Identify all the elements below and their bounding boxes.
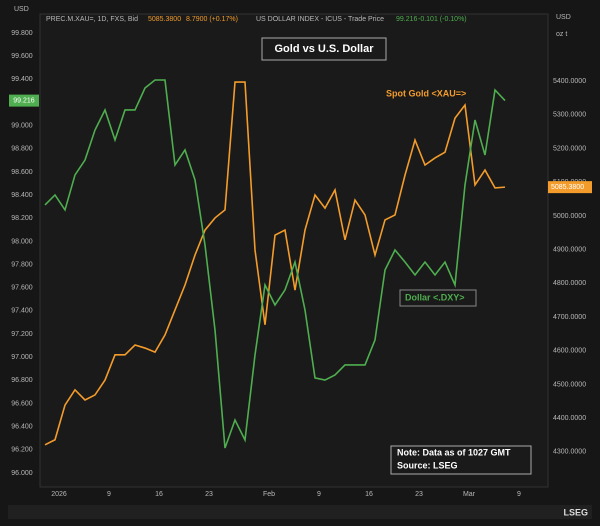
- x-tick-label: Mar: [463, 491, 476, 498]
- dxy-header-price: 99.216: [396, 16, 418, 23]
- y-tick-label: 98.600: [11, 169, 33, 176]
- y-tick-label: 96.400: [11, 424, 33, 431]
- x-tick-label: 23: [205, 491, 213, 498]
- y-tick-label: 97.600: [11, 285, 33, 292]
- x-tick-label: Feb: [263, 491, 275, 498]
- y2-tick-label: 4500.0000: [553, 381, 586, 388]
- chart-title: Gold vs U.S. Dollar: [274, 43, 374, 55]
- dxy-header-change: -0.101 (-0.10%): [418, 16, 467, 23]
- series-line: [44, 79, 506, 449]
- series-label-box: [399, 289, 477, 307]
- y2-tick-label: 4400.0000: [553, 415, 586, 422]
- y-tick-label: 96.200: [11, 447, 33, 454]
- y2-tick-label: 5000.0000: [553, 213, 586, 220]
- price-tag: [9, 94, 39, 107]
- y2-tick-label: 4900.0000: [553, 246, 586, 253]
- x-tick-label: 9: [317, 491, 321, 498]
- gold-header-name: PREC.M.XAU=, 1D, FXS, Bid: [46, 16, 138, 23]
- series-line: [44, 81, 506, 446]
- y-tick-label: 96.800: [11, 377, 33, 384]
- y-tick-label: 96.600: [11, 400, 33, 407]
- series-label: Spot Gold <XAU=>: [386, 88, 466, 98]
- x-tick-label: 9: [517, 491, 521, 498]
- plot-area: [39, 13, 549, 488]
- price-tag: [548, 181, 592, 194]
- note-box: [390, 445, 532, 475]
- x-tick-label: 9: [107, 491, 111, 498]
- y-tick-label: 97.800: [11, 261, 33, 268]
- x-tick-label: 16: [155, 491, 163, 498]
- y-tick-label: 96.000: [11, 470, 33, 477]
- y-tick-label: 98.400: [11, 192, 33, 199]
- x-tick-label: 2026: [51, 491, 67, 498]
- y-tick-label: 97.200: [11, 331, 33, 338]
- y-tick-label: 99.800: [11, 30, 33, 37]
- left-unit: USD: [14, 6, 29, 13]
- title-box: [261, 37, 387, 61]
- series-label: Dollar <.DXY>: [405, 292, 465, 302]
- gold-header-change: 8.7900 (+0.17%): [186, 16, 238, 23]
- y-tick-label: 99.600: [11, 53, 33, 60]
- brand: LSEG: [563, 507, 588, 517]
- y-tick-label: 98.000: [11, 238, 33, 245]
- dxy-header-name: US DOLLAR INDEX - ICUS - Trade Price: [256, 16, 384, 23]
- gold-header-price: 5085.3800: [148, 16, 181, 23]
- y2-tick-label: 4800.0000: [553, 280, 586, 287]
- y-tick-label: 97.000: [11, 354, 33, 361]
- y-tick-label: 99.000: [11, 122, 33, 129]
- y2-tick-label: 5400.0000: [553, 78, 586, 85]
- source: Source: LSEG: [397, 460, 458, 470]
- footer-bar: [8, 505, 592, 519]
- right-unit-2: oz t: [556, 31, 567, 38]
- x-tick-label: 16: [365, 491, 373, 498]
- x-tick-label: 23: [415, 491, 423, 498]
- y-tick-label: 98.800: [11, 146, 33, 153]
- price-tag-label: 5085.3800: [551, 184, 584, 191]
- y-tick-label: 97.400: [11, 308, 33, 315]
- y-tick-label: 98.200: [11, 215, 33, 222]
- price-tag-label: 99.216: [13, 97, 35, 104]
- y2-tick-label: 5300.0000: [553, 112, 586, 119]
- note: Note: Data as of 1027 GMT: [397, 447, 511, 457]
- y2-tick-label: 4600.0000: [553, 348, 586, 355]
- y2-tick-label: 4300.0000: [553, 449, 586, 456]
- y2-tick-label: 4700.0000: [553, 314, 586, 321]
- right-unit: USD: [556, 14, 571, 21]
- y2-tick-label: 5200.0000: [553, 145, 586, 152]
- y-tick-label: 99.400: [11, 76, 33, 83]
